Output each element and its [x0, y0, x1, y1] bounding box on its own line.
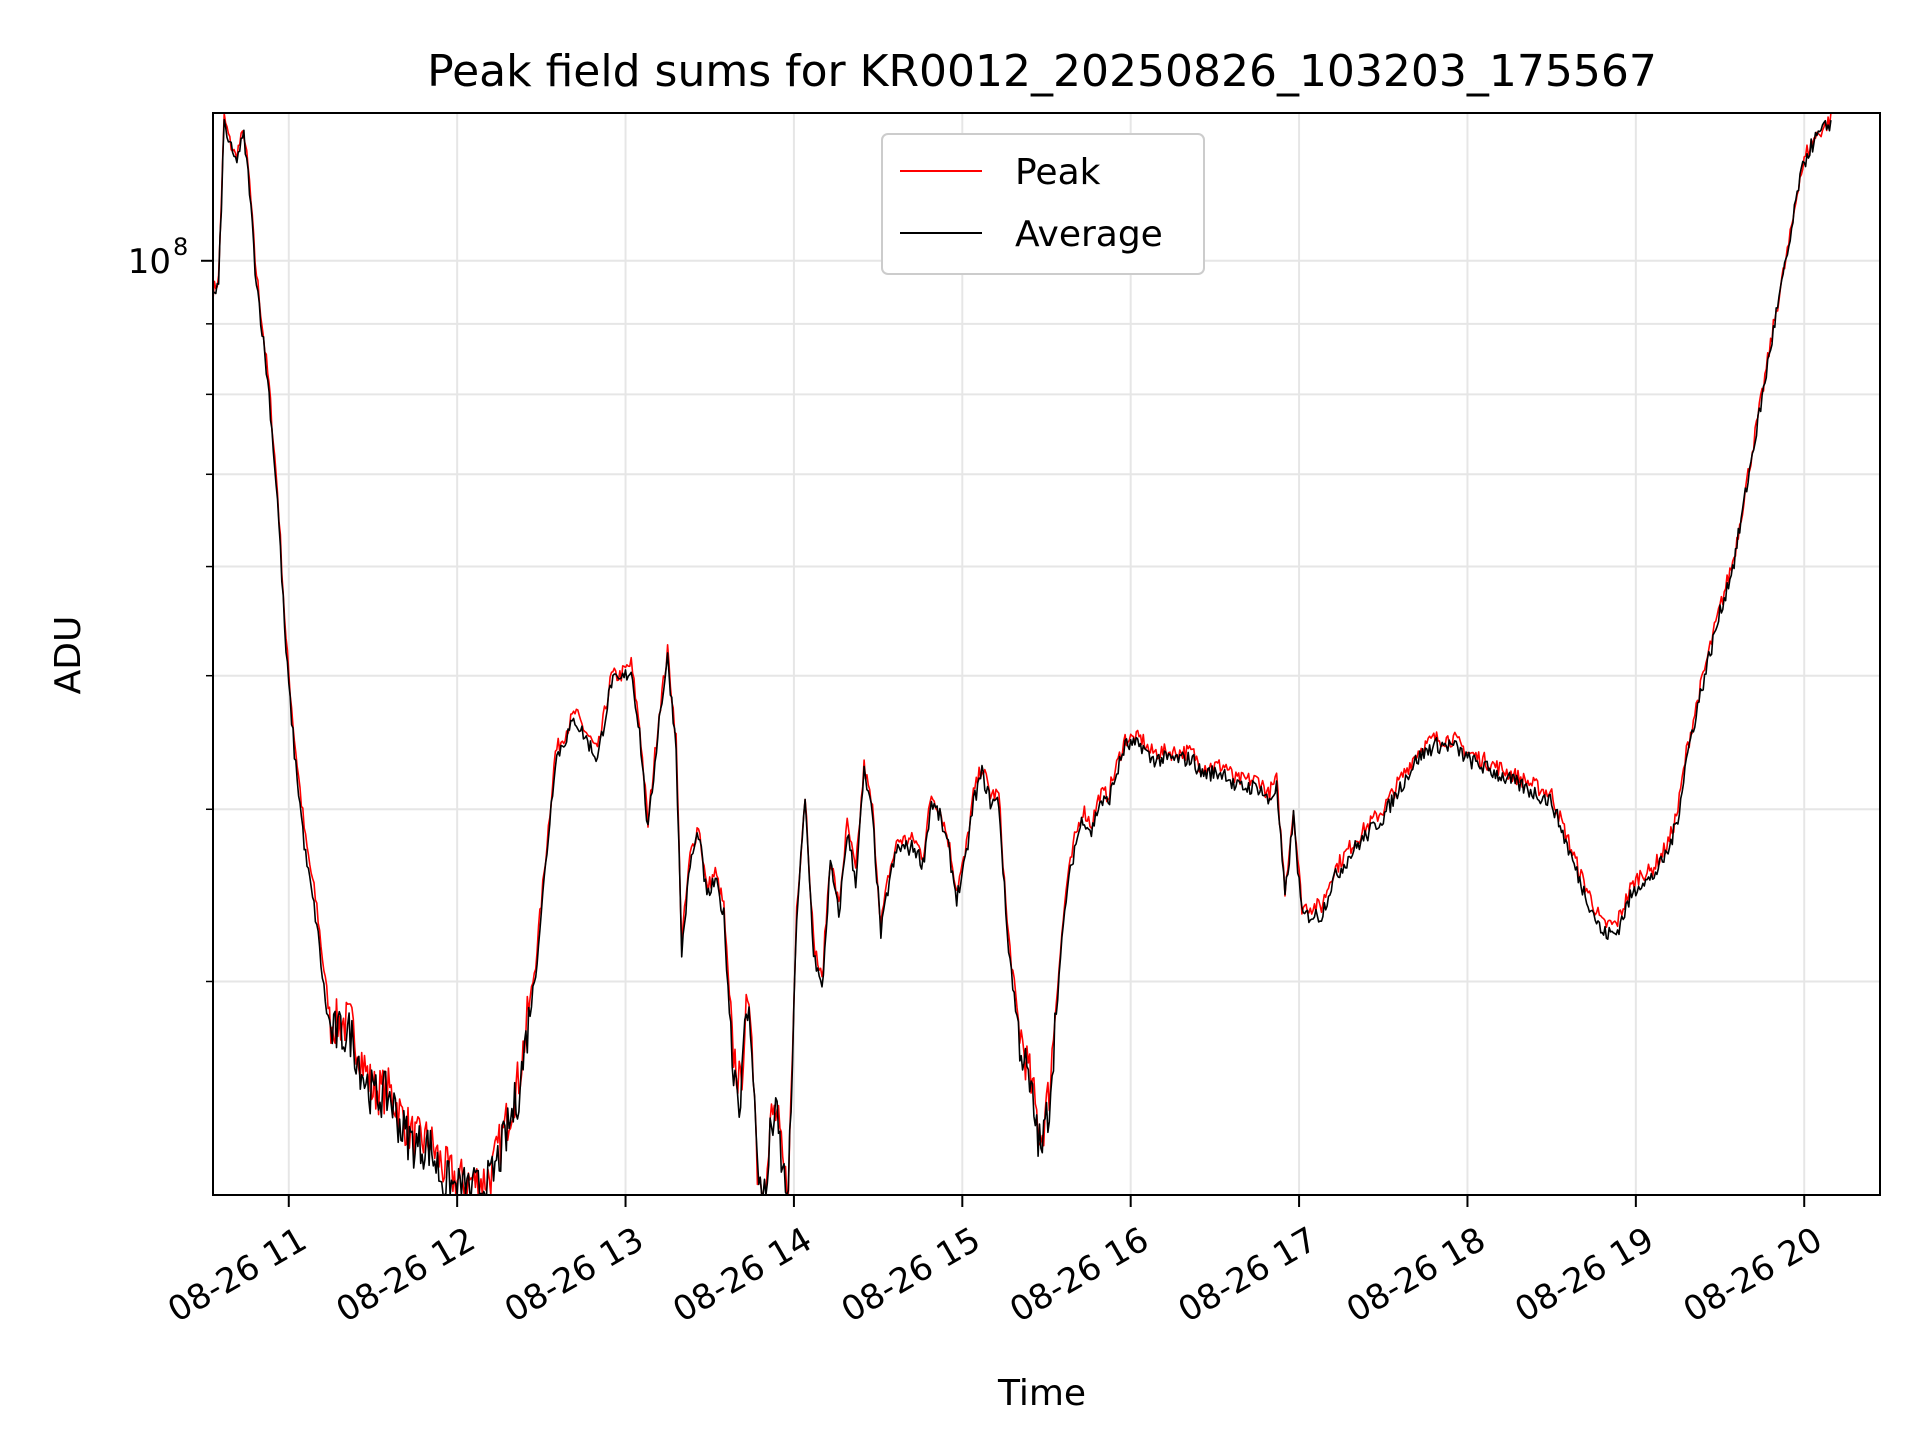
grid	[213, 113, 1880, 1195]
legend: Peak Average	[881, 133, 1205, 275]
legend-label-average: Average	[1015, 214, 1163, 255]
chart-title: Peak field sums for KR0012_20250826_1032…	[427, 46, 1657, 97]
x-axis-label: Time	[997, 1373, 1086, 1414]
y-tick-label-exponent: 8	[173, 233, 188, 261]
legend-label-peak: Peak	[1015, 152, 1101, 193]
plot-frame	[212, 112, 1881, 1196]
y-axis: 10 8	[128, 233, 213, 983]
y-axis-label: ADU	[48, 616, 89, 695]
y-tick-label-base: 10	[128, 242, 171, 282]
legend-box	[881, 133, 1205, 275]
series-line-peak	[212, 112, 1832, 1196]
